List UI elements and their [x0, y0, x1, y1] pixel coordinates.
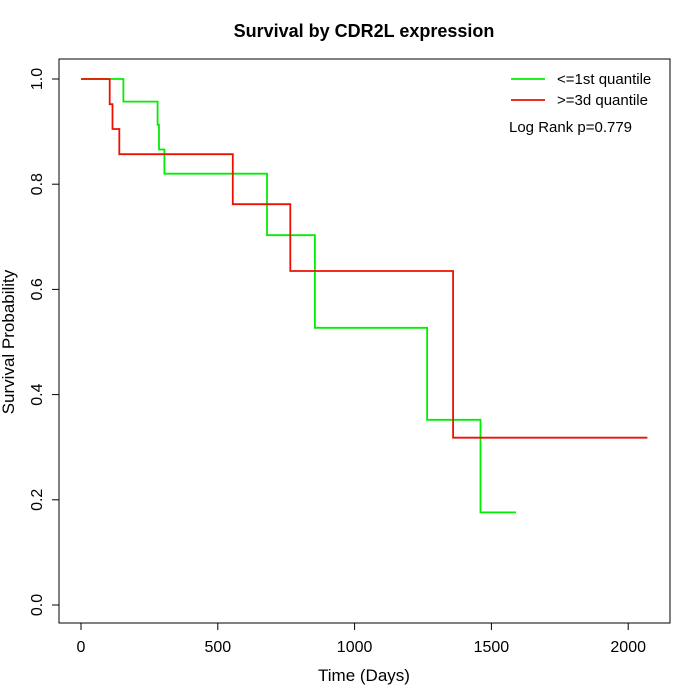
- legend-label-2: >=3d quantile: [557, 92, 648, 109]
- y-tick-label: 0.8: [29, 173, 46, 195]
- series-line-2: [81, 78, 648, 439]
- legend: <=1st quantile >=3d quantile: [511, 71, 651, 109]
- y-tick-label: 1.0: [29, 68, 46, 90]
- x-axis: 0 500 1000 1500 2000: [77, 622, 646, 656]
- plot-frame: [58, 58, 671, 624]
- legend-label-1: <=1st quantile: [557, 71, 651, 88]
- x-tick-label: 2000: [610, 639, 646, 656]
- y-axis: 0.0 0.2 0.4 0.6 0.8 1.0: [29, 68, 60, 616]
- y-tick-label: 0.2: [29, 489, 46, 511]
- log-rank-annotation: Log Rank p=0.779: [509, 119, 632, 136]
- chart-title: Survival by CDR2L expression: [234, 21, 495, 41]
- y-tick-label: 0.4: [29, 383, 46, 405]
- y-axis-label: Survival Probability: [0, 269, 18, 414]
- x-tick-label: 500: [204, 639, 231, 656]
- x-tick-label: 1500: [474, 639, 510, 656]
- y-tick-label: 0.6: [29, 278, 46, 300]
- series-line-1: [81, 78, 516, 514]
- y-tick-label: 0.0: [29, 594, 46, 616]
- series-layer: [81, 78, 648, 514]
- x-axis-label: Time (Days): [318, 666, 410, 685]
- x-tick-label: 1000: [337, 639, 373, 656]
- x-tick-label: 0: [77, 639, 86, 656]
